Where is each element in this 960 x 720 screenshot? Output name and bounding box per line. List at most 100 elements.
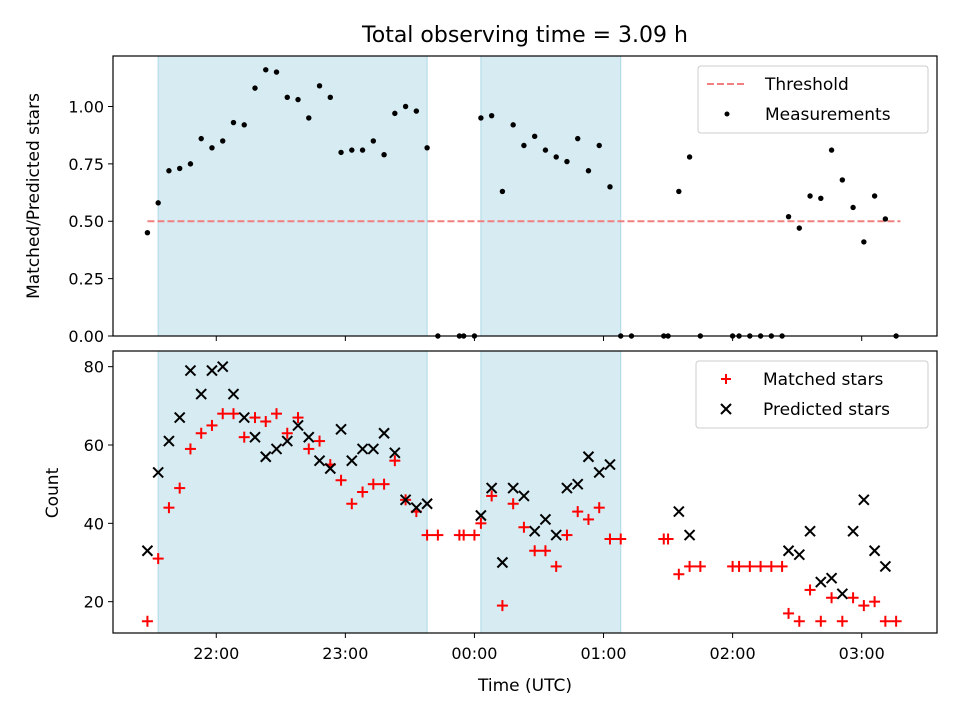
matched-stars-point: [195, 427, 207, 439]
measurement-point: [828, 147, 835, 153]
legend-predicted-label: Predicted stars: [763, 400, 890, 420]
legend-matched-swatch: [721, 374, 731, 384]
measurement-point: [531, 133, 538, 140]
predicted-stars-point: [475, 509, 487, 522]
measurement-point: [850, 204, 856, 211]
bottom-legend-box: [695, 360, 929, 429]
measurement-point: [510, 122, 516, 128]
predicted-stars-point: [195, 388, 207, 400]
matched-stars-point: [593, 502, 605, 514]
measurement-point: [155, 200, 161, 206]
matched-stars-point: [673, 568, 685, 580]
measurement-point: [144, 230, 151, 236]
matched-stars-point: [163, 502, 175, 514]
predicted-stars-point: [825, 572, 838, 584]
top-legend: Threshold Measurements: [697, 65, 929, 134]
predicted-stars-point: [141, 545, 154, 557]
measurement-point: [402, 103, 409, 110]
legend-predicted-swatch: [720, 403, 732, 415]
measurement-point: [241, 122, 247, 128]
predicted-stars-point: [227, 388, 240, 400]
measurement-point: [209, 145, 215, 151]
measurement-point: [392, 110, 398, 117]
matched-stars-point: [662, 533, 674, 545]
measurement-point: [785, 213, 792, 220]
x-tick-label: 22:00: [193, 644, 239, 663]
matched-stars-point: [432, 529, 444, 541]
measurement-point: [839, 177, 846, 183]
matched-stars-point: [206, 419, 218, 431]
matched-stars-point: [227, 408, 239, 420]
matched-stars-point: [378, 478, 390, 490]
predicted-stars-point: [389, 447, 401, 459]
measurement-point: [230, 119, 237, 126]
x-tick-label: 23:00: [322, 644, 368, 663]
bottom-y-tick-label: 60: [84, 436, 104, 455]
matched-stars-point: [475, 517, 487, 529]
legend-matched-label: Matched stars: [763, 370, 883, 390]
x-tick-label: 01:00: [580, 644, 626, 663]
predicted-stars-point: [163, 435, 175, 447]
bottom-legend: Matched stars Predicted stars: [695, 360, 929, 429]
matched-stars-point: [582, 513, 594, 525]
predicted-stars-point: [410, 501, 423, 514]
legend-measurements-label: Measurements: [765, 105, 891, 125]
predicted-stars-point: [858, 494, 870, 506]
measurement-point: [327, 94, 333, 101]
predicted-stars-point: [683, 529, 696, 541]
predicted-stars-point: [184, 364, 197, 377]
bottom-y-tick-label: 20: [84, 593, 104, 612]
predicted-stars-point: [421, 498, 433, 510]
predicted-stars-point: [485, 482, 498, 494]
matched-stars-point: [744, 560, 756, 572]
predicted-stars-point: [879, 560, 892, 573]
matched-stars-point: [357, 486, 369, 498]
matched-stars-point: [615, 533, 627, 545]
matched-stars-point: [496, 600, 508, 612]
matched-stars-point: [572, 506, 584, 518]
matched-stars-point: [260, 416, 272, 427]
top-chart-title: Total observing time = 3.09 h: [361, 23, 688, 48]
predicted-stars-point: [673, 505, 685, 518]
predicted-stars-point: [292, 419, 304, 432]
predicted-stars-point: [335, 423, 347, 436]
matched-stars-point: [421, 529, 433, 541]
predicted-stars-point: [206, 364, 218, 377]
predicted-stars-point: [324, 462, 337, 475]
predicted-stars-point: [173, 411, 186, 424]
matched-stars-point: [518, 521, 530, 533]
predicted-stars-point: [518, 490, 530, 502]
matched-stars-point: [507, 498, 519, 510]
matched-stars-point: [550, 560, 562, 572]
matched-stars-point: [303, 443, 315, 455]
measurement-point: [424, 145, 430, 151]
top-y-tick-label: 0.00: [68, 327, 104, 346]
matched-stars-point: [847, 592, 859, 604]
top-axes-frame: [112, 55, 938, 337]
measurement-point: [413, 108, 420, 114]
predicted-stars-point: [152, 466, 164, 479]
measurement-point: [542, 147, 549, 153]
matched-stars-point: [793, 615, 805, 627]
predicted-stars-point: [528, 525, 541, 537]
matched-stars-point: [389, 455, 401, 467]
matched-stars-point: [539, 545, 551, 557]
matched-stars-point: [314, 435, 326, 447]
matched-stars-point: [217, 408, 229, 420]
measurement-point: [607, 184, 613, 190]
measurement-point: [284, 94, 290, 101]
measurement-point: [359, 147, 366, 153]
matched-stars-point: [152, 553, 164, 565]
matched-stars-point: [529, 545, 541, 557]
measurement-point: [818, 195, 824, 201]
top-y-tick-label: 0.75: [68, 155, 104, 174]
measurement-point: [676, 188, 682, 195]
matched-stars-point: [335, 474, 347, 486]
measurement-point: [807, 193, 813, 199]
predicted-stars-point: [238, 411, 250, 424]
matched-stars-point: [858, 600, 870, 612]
matched-stars-point: [765, 560, 777, 572]
predicted-stars-point: [815, 576, 827, 588]
measurement-point: [882, 216, 889, 222]
predicted-stars-point: [782, 545, 795, 557]
